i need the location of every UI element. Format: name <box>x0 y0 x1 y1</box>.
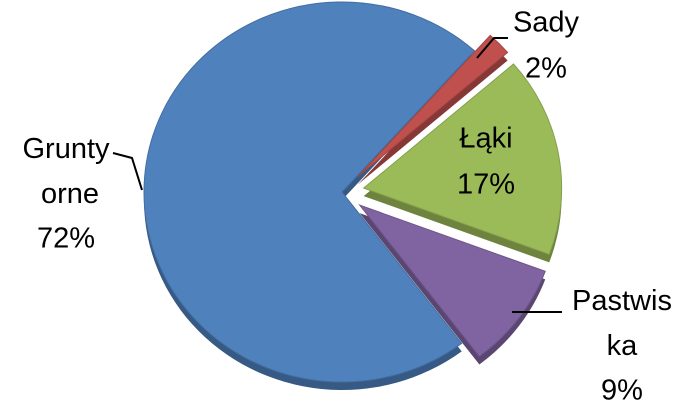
slice <box>143 1 476 383</box>
slice <box>357 34 509 177</box>
value-label: 9% <box>601 375 643 405</box>
category-label-line: ka <box>607 330 639 362</box>
category-label-line: Pastwis <box>572 285 672 317</box>
labels: Sady 2% Łąki 17% Pastwis ka 9% Grunty orne 72% <box>22 7 671 405</box>
slices <box>143 1 563 383</box>
leader-lines <box>112 37 562 313</box>
slice <box>362 63 563 255</box>
leader-line <box>476 37 508 59</box>
category-label: Sady <box>513 7 580 39</box>
category-label: Łąki <box>459 123 512 155</box>
category-label-line: Grunty <box>22 133 110 165</box>
category-label: Grunty orne <box>22 133 110 210</box>
value-label: 17% <box>457 169 515 201</box>
leader-line <box>112 152 143 191</box>
value-label: 72% <box>37 223 95 255</box>
slice <box>358 204 546 358</box>
category-label: Pastwis ka <box>572 285 672 362</box>
value-label: 2% <box>525 53 567 85</box>
category-label-line: orne <box>33 178 99 210</box>
